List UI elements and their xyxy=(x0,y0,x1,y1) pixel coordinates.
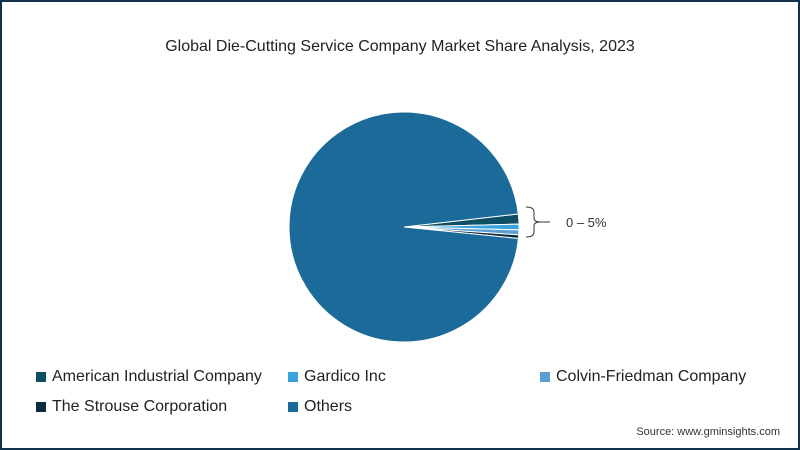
legend-item: American Industrial Company xyxy=(36,368,262,386)
legend-label: The Strouse Corporation xyxy=(52,398,228,415)
chart-title: Global Die-Cutting Service Company Marke… xyxy=(165,38,635,55)
annotation-bracket xyxy=(525,206,550,238)
legend-label: Others xyxy=(304,398,353,415)
legend-swatch xyxy=(36,402,46,412)
legend-swatch xyxy=(36,372,46,382)
annotation-label: 0 – 5% xyxy=(566,215,607,230)
legend-label: Colvin-Friedman Company xyxy=(556,368,747,385)
pie-slice-others xyxy=(288,111,519,343)
legend-item: The Strouse Corporation xyxy=(36,398,227,416)
legend-swatch xyxy=(288,402,298,412)
legend-item: Gardico Inc xyxy=(288,368,386,386)
legend-item: Others xyxy=(288,398,352,416)
legend-label: American Industrial Company xyxy=(52,368,262,385)
legend-item: Colvin-Friedman Company xyxy=(540,368,746,386)
legend-swatch xyxy=(288,372,298,382)
source-note: Source: www.gminsights.com xyxy=(636,426,780,438)
legend-label: Gardico Inc xyxy=(304,368,386,385)
legend-swatch xyxy=(540,372,550,382)
